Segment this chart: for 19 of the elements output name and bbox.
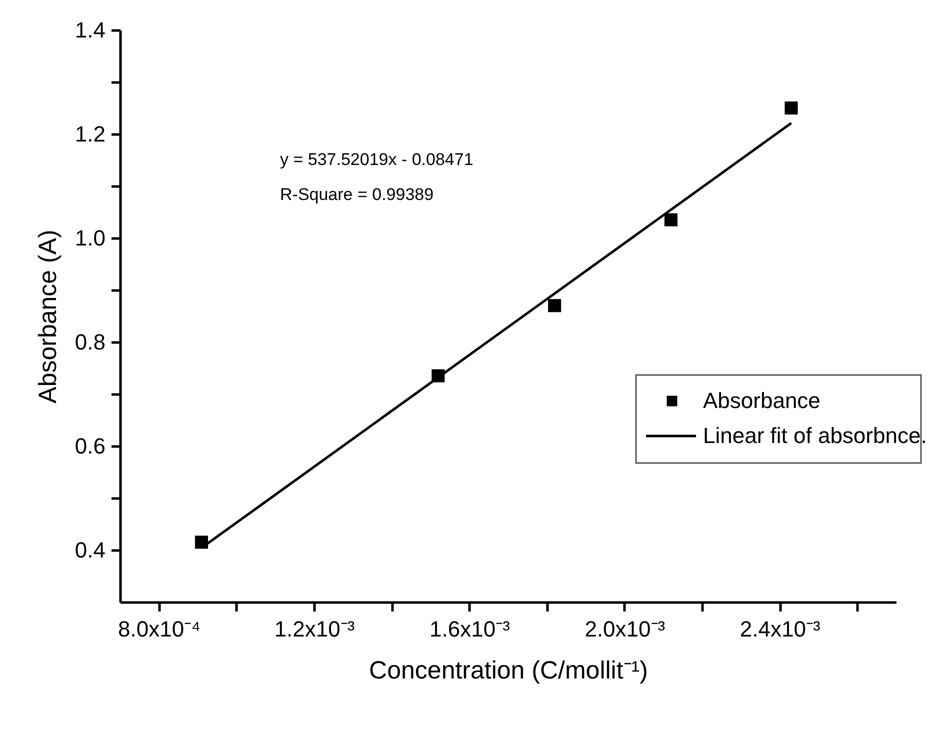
point [548,299,562,312]
x-axis-title: Concentration (C/mollit⁻¹) [369,656,648,684]
y-tick-label: 1.0 [74,226,106,250]
x-tick-label: 1.2x10⁻³ [274,616,355,642]
y-tick-label: 0.6 [74,434,106,458]
x-tick-label: 1.6x10⁻³ [430,616,510,642]
point [664,213,678,226]
y-tick-label: 1.2 [74,122,106,146]
annotation: R-Square = 0.99389 [280,185,434,204]
x-tick-label: 8.0x10⁻⁴ [118,616,201,642]
y-tick-label: 1.4 [74,18,106,42]
y-axis-title: Absorbance (A) [34,230,62,404]
point [784,101,798,115]
annotation: y = 537.52019x - 0.08471 [280,150,474,169]
y-tick-label: 0.8 [74,330,106,354]
x-tick-label: 2.0x10⁻³ [584,616,666,642]
legend-label: Absorbance [703,388,820,413]
x-tick-label: 2.4x10⁻³ [740,616,820,642]
y-tick-label: 0.4 [74,538,106,562]
